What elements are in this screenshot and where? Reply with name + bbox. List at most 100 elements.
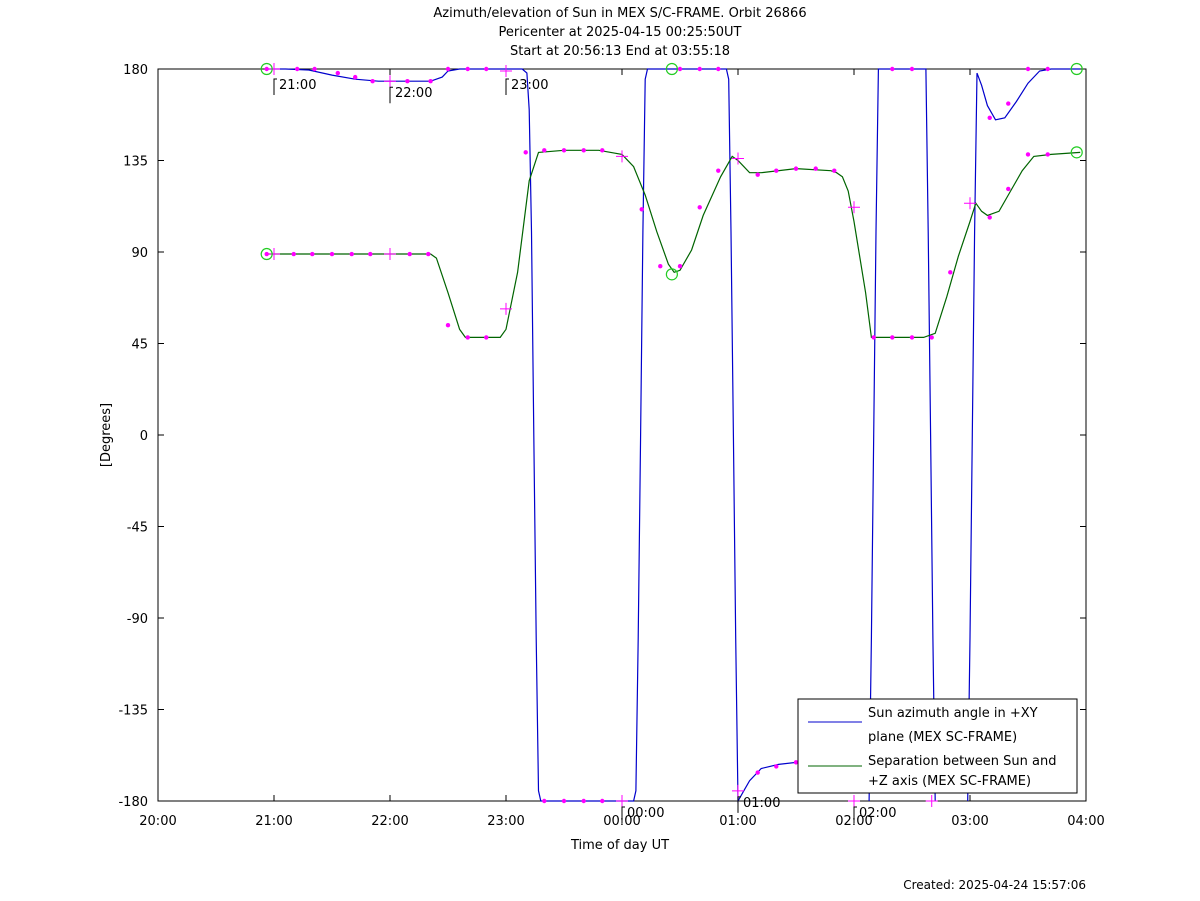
series-line bbox=[967, 68, 1081, 802]
y-tick-label: -180 bbox=[118, 795, 148, 810]
x-axis-label: Time of day UT bbox=[570, 838, 669, 853]
hour-cross-marker bbox=[732, 152, 744, 165]
data-point bbox=[755, 770, 760, 775]
data-point bbox=[1006, 186, 1011, 192]
data-point bbox=[1006, 101, 1011, 106]
chart-subtitle-pericenter: Pericenter at 2025-04-15 00:25:50UT bbox=[498, 25, 741, 40]
hour-annotation-label: 02:00 bbox=[859, 806, 896, 821]
data-point bbox=[1045, 152, 1050, 157]
data-point bbox=[329, 251, 335, 257]
x-tick-label: 20:00 bbox=[139, 814, 176, 829]
data-point bbox=[658, 264, 663, 269]
data-point bbox=[639, 207, 644, 212]
hour-annotation-pointer bbox=[853, 806, 857, 823]
data-point bbox=[890, 66, 895, 72]
data-point bbox=[909, 66, 915, 72]
data-point bbox=[426, 251, 431, 257]
hour-cross-marker bbox=[384, 75, 396, 88]
data-point bbox=[310, 251, 315, 257]
data-point bbox=[929, 335, 934, 340]
data-point bbox=[813, 166, 818, 171]
data-point bbox=[716, 66, 721, 72]
data-point bbox=[774, 168, 779, 173]
series-line bbox=[868, 68, 936, 802]
event-circle-marker bbox=[260, 62, 273, 76]
x-tick-label: 21:00 bbox=[255, 814, 292, 829]
chart-title: Azimuth/elevation of Sun in MEX S/C-FRAM… bbox=[433, 6, 806, 21]
data-point bbox=[465, 335, 470, 340]
data-point bbox=[600, 798, 605, 804]
data-point bbox=[312, 66, 317, 72]
event-circle-marker bbox=[260, 247, 273, 261]
data-point bbox=[987, 115, 992, 121]
hour-cross-marker bbox=[616, 150, 628, 163]
x-tick-label: 04:00 bbox=[1067, 814, 1104, 829]
hour-annotation-label: 00:00 bbox=[627, 806, 664, 821]
y-tick-label: -90 bbox=[127, 612, 148, 627]
data-point bbox=[987, 215, 992, 220]
hour-annotation-pointer bbox=[389, 86, 393, 104]
data-point bbox=[755, 172, 760, 177]
legend: Sun azimuth angle in +XY plane (MEX SC-F… bbox=[797, 698, 1078, 794]
hour-annotation-pointer bbox=[621, 806, 625, 823]
y-tick-label: -45 bbox=[127, 521, 148, 536]
data-point bbox=[1045, 66, 1050, 72]
data-point bbox=[291, 251, 296, 257]
hour-cross-marker bbox=[268, 63, 280, 75]
data-point bbox=[677, 264, 683, 269]
data-point bbox=[405, 79, 410, 84]
y-tick-label: 0 bbox=[140, 429, 148, 444]
legend-label-azimuth-line1: Sun azimuth angle in +XY bbox=[868, 706, 1038, 721]
y-tick-label: -135 bbox=[118, 704, 148, 719]
y-tick-label: 180 bbox=[123, 63, 148, 78]
hour-cross-marker bbox=[964, 197, 976, 210]
hour-cross-marker bbox=[925, 795, 938, 807]
hour-cross-marker bbox=[500, 302, 512, 315]
data-point bbox=[523, 150, 528, 155]
data-point bbox=[349, 251, 354, 257]
data-point bbox=[581, 148, 586, 153]
data-point bbox=[793, 760, 799, 765]
axis-ticks: 20:00 21:00 22:00 23:00 00:00 01:00 02:00 03:00… bbox=[118, 63, 1104, 829]
data-point bbox=[774, 764, 779, 769]
data-point bbox=[542, 798, 547, 804]
y-tick-label: 45 bbox=[131, 338, 148, 353]
hour-cross-marker bbox=[384, 248, 396, 261]
data-point bbox=[871, 335, 876, 340]
legend-label-separation-line2: +Z axis (MEX SC-FRAME) bbox=[868, 774, 1031, 789]
y-tick-label: 90 bbox=[131, 246, 148, 261]
data-point bbox=[465, 66, 470, 72]
data-point bbox=[677, 66, 683, 72]
data-point bbox=[295, 66, 300, 72]
data-point bbox=[793, 166, 799, 171]
hour-annotation-label: 21:00 bbox=[279, 78, 316, 93]
data-point bbox=[370, 79, 375, 84]
data-point bbox=[264, 251, 269, 257]
series-azimuth bbox=[260, 62, 1083, 807]
x-tick-label: 23:00 bbox=[487, 814, 524, 829]
chart-subtitle-start-end: Start at 20:56:13 End at 03:55:18 bbox=[510, 44, 730, 59]
legend-label-azimuth-line2: plane (MEX SC-FRAME) bbox=[868, 730, 1017, 745]
x-tick-label: 01:00 bbox=[719, 814, 756, 829]
data-point bbox=[428, 79, 433, 84]
data-point bbox=[445, 323, 451, 328]
series-separation bbox=[260, 146, 1083, 340]
x-tick-label: 03:00 bbox=[951, 814, 988, 829]
event-circle-marker bbox=[665, 62, 678, 76]
series-line bbox=[266, 149, 1081, 338]
data-point bbox=[368, 251, 373, 257]
y-tick-label: 135 bbox=[123, 155, 148, 170]
hour-cross-marker bbox=[848, 795, 860, 807]
hour-annotation-pointer bbox=[505, 78, 509, 95]
hour-cross-marker bbox=[268, 248, 280, 261]
hour-cross-marker bbox=[500, 65, 512, 78]
hour-annotation-label: 01:00 bbox=[743, 796, 780, 811]
created-timestamp: Created: 2025-04-24 15:57:06 bbox=[903, 878, 1086, 892]
data-point bbox=[909, 335, 915, 340]
hour-annotation-label: 23:00 bbox=[511, 78, 548, 93]
y-axis-label: [Degrees] bbox=[99, 403, 114, 467]
data-point bbox=[581, 798, 586, 804]
data-point bbox=[890, 335, 895, 340]
data-point bbox=[561, 148, 567, 153]
